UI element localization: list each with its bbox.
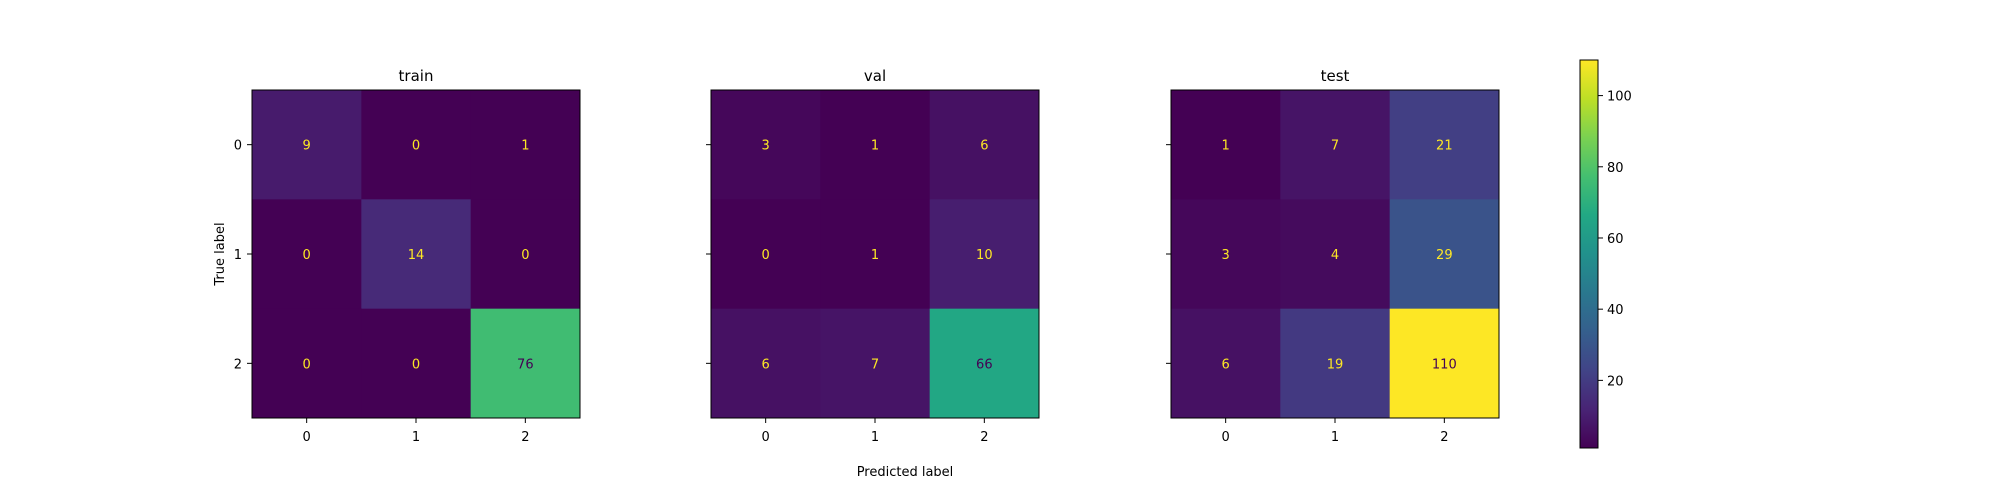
cell-value-label: 0 [303,248,311,263]
cell-value-label: 10 [976,248,993,263]
colorbar-tick-label: 60 [1607,232,1624,247]
heatmap-cell [820,90,931,200]
cell-value-label: 6 [762,357,770,372]
heatmap-cell [711,199,821,310]
cell-value-label: 21 [1436,139,1453,154]
y-axis-label: True label [213,222,228,286]
heatmap-cell [1280,90,1391,200]
heatmap-cell [929,199,1040,310]
cell-value-label: 0 [412,357,420,372]
cell-value-label: 3 [762,139,770,154]
cell-value-label: 1 [871,248,879,263]
cell-value-label: 0 [521,248,529,263]
y-tick-label: 0 [234,139,242,154]
heatmap-cell [252,199,362,310]
cell-value-label: 6 [1222,357,1230,372]
x-tick-label: 0 [1222,430,1230,445]
y-tick-label: 2 [234,357,242,372]
panel-title: train [399,67,434,85]
heatmap-cell [252,308,362,419]
cell-value-label: 3 [1222,248,1230,263]
colorbar-tick-label: 40 [1607,303,1624,318]
x-tick-label: 2 [1440,430,1448,445]
heatmap-cell [711,308,821,419]
cell-value-label: 1 [1222,139,1230,154]
heatmap-cell [929,90,1040,200]
cell-value-label: 7 [1331,139,1339,154]
panel-test: test 1 7 21 3 4 29 6 19 110 0 1 2 [1166,67,1500,445]
heatmap-cell [1280,199,1391,310]
cell-value-label: 9 [303,139,311,154]
heatmap-cell [1389,90,1500,200]
cell-value-label: 0 [762,248,770,263]
colorbar: 20 40 60 80 100 [1579,59,1632,449]
heatmap-cell [1389,199,1500,310]
heatmap-cell [470,90,581,200]
heatmap-cell [361,90,472,200]
y-tick-label: 1 [234,248,242,263]
panel-title: test [1321,67,1350,85]
cell-value-label: 0 [412,139,420,154]
cell-value-label: 110 [1432,357,1457,372]
heatmap-cell [929,308,1040,419]
heatmap-cell [1171,199,1281,310]
panel-train: train 9 0 1 0 14 0 0 0 76 0 1 2 0 1 2 [234,67,581,445]
cell-value-label: 14 [408,248,425,263]
heatmap-cell [1280,308,1391,419]
heatmap-cell [361,199,472,310]
x-axis-label: Predicted label [857,465,954,480]
heatmap-cell [1171,308,1281,419]
x-tick-label: 1 [412,430,420,445]
heatmap-cell [820,199,931,310]
heatmap-cell [820,308,931,419]
cell-value-label: 66 [976,357,993,372]
heatmap-cell [470,199,581,310]
colorbar-gradient [1580,60,1598,448]
heatmap-cell [1389,308,1500,419]
cell-value-label: 76 [517,357,534,372]
x-tick-label: 1 [1331,430,1339,445]
colorbar-tick-label: 80 [1607,161,1624,176]
heatmap-cell [711,90,821,200]
cell-value-label: 6 [980,139,988,154]
x-tick-label: 2 [521,430,529,445]
panel-val: val 3 1 6 0 1 10 6 7 66 0 1 2 [706,67,1040,445]
x-tick-label: 2 [980,430,988,445]
colorbar-tick-label: 100 [1607,90,1632,105]
cell-value-label: 1 [871,139,879,154]
colorbar-frame [1579,59,1599,449]
cell-value-label: 7 [871,357,879,372]
colorbar-tick-label: 20 [1607,374,1624,389]
x-tick-label: 0 [762,430,770,445]
heatmap-cell [1171,90,1281,200]
heatmap-cell [470,308,581,419]
x-tick-label: 0 [303,430,311,445]
cell-value-label: 0 [303,357,311,372]
cell-value-label: 4 [1331,248,1339,263]
heatmap-cell [252,90,362,200]
x-tick-label: 1 [871,430,879,445]
cell-value-label: 29 [1436,248,1453,263]
heatmap-cell [361,308,472,419]
panel-title: val [864,67,886,85]
cell-value-label: 1 [521,139,529,154]
cell-value-label: 19 [1327,357,1344,372]
